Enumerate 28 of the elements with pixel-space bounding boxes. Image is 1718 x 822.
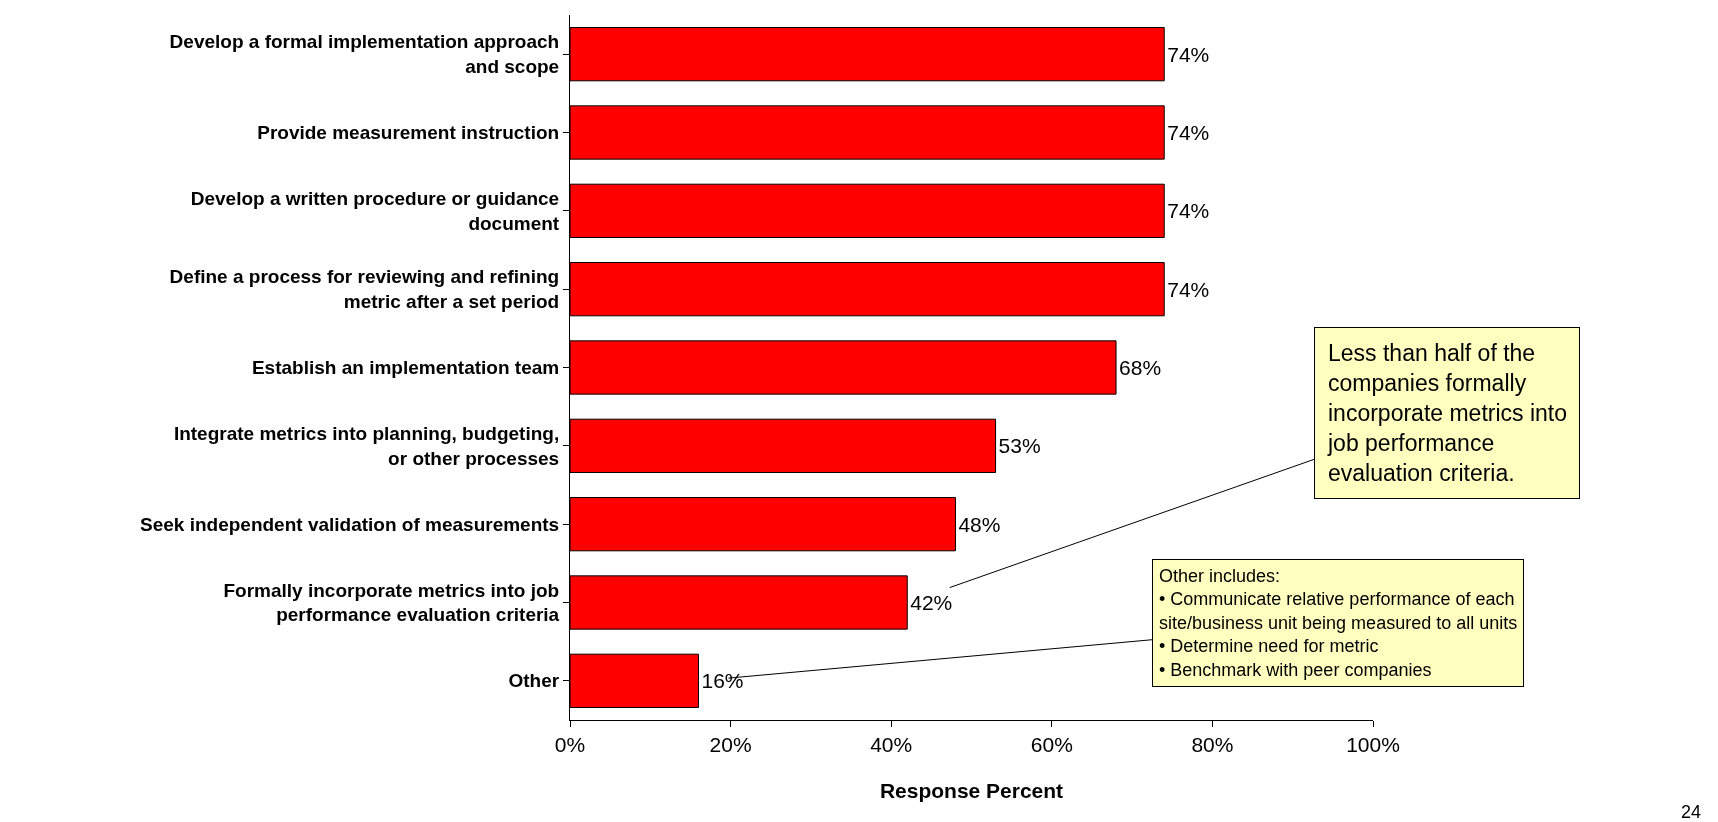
x-axis-title: Response Percent — [879, 779, 1064, 803]
annotation: Less than half of the companies formally incorporate metrics into job performance evaluation criteria. — [1327, 340, 1568, 486]
data-label: 16% — [701, 669, 744, 693]
data-label: 48% — [958, 512, 1001, 536]
y-tick-label: Formally incorporate metrics into job performance evaluation criteria — [223, 579, 560, 626]
x-tick-label: 20% — [709, 733, 752, 757]
data-label: 74% — [1167, 42, 1210, 66]
x-tick-label: 80% — [1191, 733, 1234, 757]
y-tick-label: Provide measurement instruction — [257, 122, 560, 144]
y-tick-label: Integrate metrics into planning, budgeting, or other processes — [173, 423, 560, 469]
x-tick-label: 60% — [1030, 733, 1073, 757]
y-tick-label: Other — [508, 670, 560, 692]
y-tick-label: Establish an implementation team — [251, 357, 560, 379]
x-tick-label: 0% — [554, 733, 586, 757]
x-tick-label: 100% — [1346, 733, 1400, 757]
data-label: 74% — [1167, 199, 1210, 223]
data-label: 42% — [910, 591, 953, 614]
y-tick-label: Develop a formal implementation approach and scope — [169, 31, 560, 78]
x-tick-label: 40% — [870, 733, 913, 757]
y-tick-label: Develop a written procedure or guidance document — [190, 188, 560, 234]
data-label: 74% — [1167, 121, 1210, 144]
y-tick-label: Seek independent validation of measurements — [140, 513, 560, 535]
data-label: 74% — [1167, 277, 1210, 301]
y-tick-label: Define a process for reviewing and refining metric after a set period — [169, 266, 560, 313]
data-label: 53% — [998, 434, 1041, 458]
text: 24 — [1681, 802, 1702, 822]
annotation: Other includes: • Communicate relative performance of each site/business unit being measured to all units • Determine need for metric • Benchmark with peer companies — [1159, 566, 1518, 680]
data-label: 68% — [1119, 356, 1162, 379]
